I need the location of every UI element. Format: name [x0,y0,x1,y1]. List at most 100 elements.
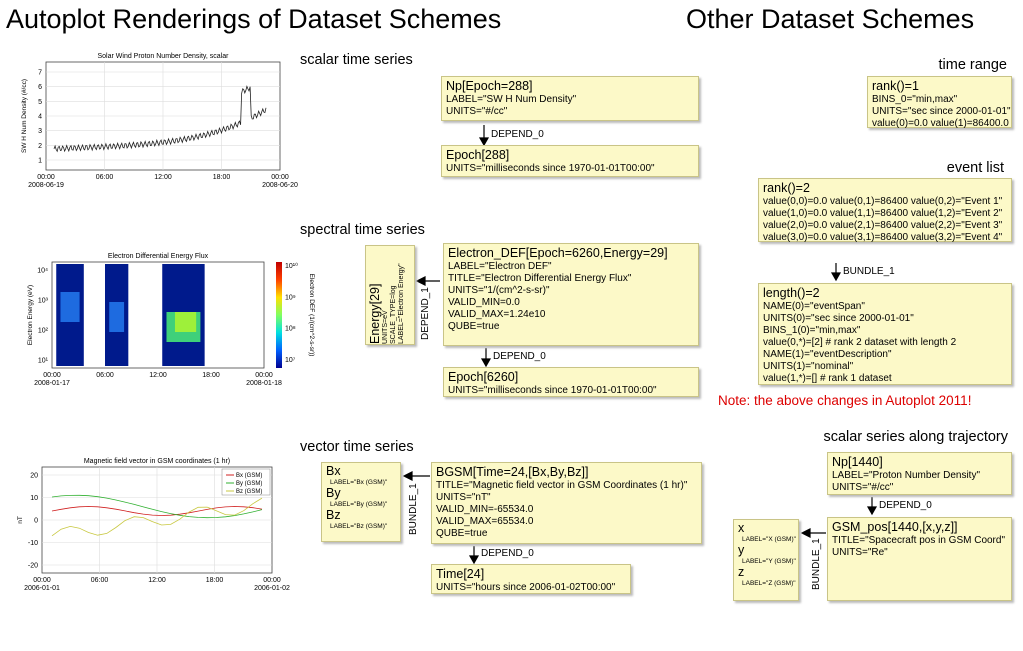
x-tick-label: 00:00 [43,372,61,379]
box: length()=2 NAME(0)="eventSpan" UNITS(0)="s… [758,283,1012,385]
y-tick-label: 0 [34,518,38,525]
y-tick-label: 2 [38,143,42,150]
box-line: value(0,*)=[2] # rank 2 dataset with len… [763,337,957,348]
x-tick-label: 18:00 [206,577,224,584]
link-label: DEPEND_0 [481,548,534,559]
link-label: DEPEND_1 [420,287,431,340]
box-line: SCALE_TYPE=log [390,285,397,344]
link-label: DEPEND_0 [493,351,546,362]
trace [51,497,263,537]
y-tick-label: 20 [30,473,38,480]
plot-title: Solar Wind Proton Number Density, scalar [98,53,230,60]
box-line: NAME(1)="eventDescription" [763,349,892,360]
box-line: LABEL="X (GSM)" [742,536,796,543]
colorbar [276,262,282,368]
box-line: UNITS=eV [382,310,389,344]
x-tick-label: 12:00 [149,372,167,379]
z-tick-label: 10¹⁰ [285,262,298,270]
note: Note: the above changes in Autoplot 2011… [718,393,972,408]
box-line: UNITS="1/(cm^2-s-sr)" [448,285,550,296]
box-line: UNITS="#/cc" [446,106,508,117]
link-label: BUNDLE_1 [811,538,822,590]
box-line: UNITS="milliseconds since 1970-01-01T00:… [446,163,655,174]
x-tick-label: 06:00 [91,577,109,584]
title: Autoplot Renderings of Dataset Schemes [6,4,502,34]
plots: Solar Wind Proton Number Density, scalar… [17,53,315,592]
box-line: UNITS(1)="nominal" [763,361,854,372]
y-tick-label: 10⁴ [37,268,48,275]
box-line: UNITS="milliseconds since 1970-01-01T00:… [448,385,657,396]
box-heading: GSM_pos[1440,[x,y,z]] [832,520,958,534]
box-heading: Energy[29] [368,283,382,344]
spectrogram-block [174,312,197,332]
box-heading: Epoch[288] [446,148,510,162]
y-axis-label: nT [17,516,24,524]
box-heading: z [738,565,745,579]
plot-title: Magnetic field vector in GSM coordinates… [84,458,230,465]
box-line: LABEL="Electron DEF" [448,261,552,272]
box-heading: y [738,543,745,557]
box-line: VALID_MIN=0.0 [448,297,520,308]
y-tick-label: 4 [38,114,42,121]
box-line: value(0,0)=0.0 value(0,1)=86400 value(0,… [763,196,1003,207]
box: BGSM[Time=24,[Bx,By,Bz]] TITLE="Magnetic … [431,462,702,544]
spectrogram-block [109,302,125,332]
date-label: 2006-01-01 [24,585,60,592]
box: Np[1440] LABEL="Proton Number Density" UNI… [827,452,1012,495]
legend-label: Bx (GSM) [236,473,262,479]
date-label: 2008-06-19 [28,182,64,189]
box-line: BINS_1(0)="min,max" [763,325,861,336]
box-heading: x [738,521,745,535]
box-line: LABEL="Proton Number Density" [832,470,981,481]
box-line: UNITS(0)="sec since 2000-01-01" [763,313,914,324]
y-tick-label: 1 [38,158,42,165]
box: Bx LABEL="Bx (GSM)" By LABEL="By (GSM)" Bz LA… [321,462,401,542]
y-axis-label: SW H Num Density (#/cc) [21,79,28,153]
box-heading: Epoch[6260] [448,370,519,384]
box-heading: rank()=1 [872,79,919,93]
date-label: 2008-01-18 [246,380,282,387]
box: Epoch[6260] UNITS="milliseconds since 197… [443,367,699,397]
section-label: time range [938,57,1007,73]
x-tick-label: 06:00 [96,174,114,181]
box-line: value(3,0)=0.0 value(3,1)=86400 value(3,… [763,232,1003,243]
x-tick-label: 00:00 [33,577,51,584]
box-heading: Time[24] [436,567,485,581]
x-tick-label: 06:00 [96,372,114,379]
box-line: UNITS="nT" [436,492,491,503]
section-label: event list [946,160,1004,176]
box-heading: By [326,486,341,500]
link-label: BUNDLE_1 [843,266,895,277]
box: Epoch[288] UNITS="milliseconds since 1970… [441,145,699,177]
box-heading: rank()=2 [763,181,810,195]
y-axis-label: Electron Energy (eV) [27,285,34,345]
box: Np[Epoch=288] LABEL="SW H Num Density" UNI… [441,76,699,121]
x-tick-label: 00:00 [255,372,273,379]
link-label: DEPEND_0 [879,500,932,511]
box-heading: Bz [326,508,341,522]
box: rank()=1 BINS_0="min,max" UNITS="sec since… [867,76,1012,129]
y-tick-label: -20 [28,563,38,570]
date-label: 2008-01-17 [34,380,70,387]
box-line: value(0)=0.0 value(1)=86400.0 [872,118,1009,129]
box: Electron_DEF[Epoch=6260,Energy=29] LABEL=… [443,243,699,346]
spectrogram-block [60,292,80,322]
box-line: LABEL="SW H Num Density" [446,94,577,105]
box-line: LABEL="Bx (GSM)" [330,479,388,486]
box-line: LABEL="By (GSM)" [330,501,388,508]
box-line: BINS_0="min,max" [872,94,958,105]
box-line: UNITS="sec since 2000-01-01" [872,106,1011,117]
y-tick-label: 10¹ [38,358,49,365]
box-line: TITLE="Spacecraft pos in GSM Coord" [832,535,1006,546]
legend-label: Bz (GSM) [236,489,262,495]
box-line: TITLE="Electron Differential Energy Flux… [448,273,632,284]
box-line: LABEL="Y (GSM)" [742,558,796,565]
box-line: NAME(0)="eventSpan" [763,301,865,312]
x-tick-label: 18:00 [202,372,220,379]
z-tick-label: 10⁸ [285,326,296,333]
y-tick-label: 6 [38,84,42,91]
box-line: QUBE=true [436,528,488,539]
x-tick-label: 18:00 [213,174,231,181]
box-heading: Bx [326,464,341,478]
